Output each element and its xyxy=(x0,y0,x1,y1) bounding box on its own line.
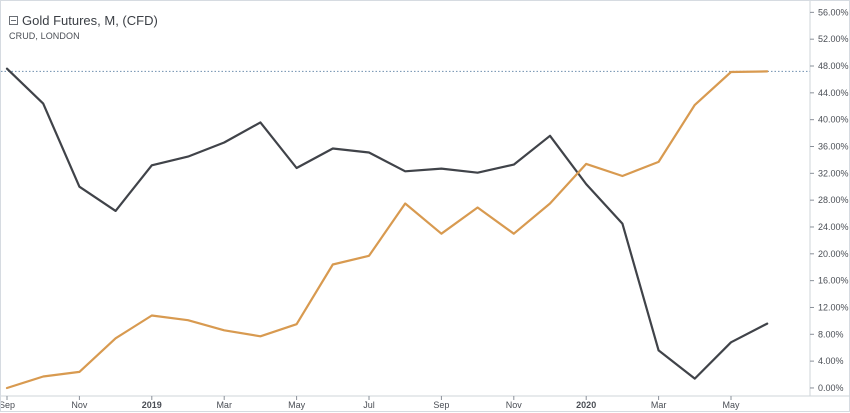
x-tick-label: May xyxy=(722,400,740,410)
x-tick-label: Mar xyxy=(216,400,232,410)
y-tick-label: 0.00% xyxy=(818,383,844,393)
y-tick-label: 12.00% xyxy=(818,302,849,312)
x-tick-label: Jul xyxy=(363,400,375,410)
y-tick-label: 44.00% xyxy=(818,88,849,98)
x-tick-label: 2020 xyxy=(576,400,596,410)
y-tick-label: 28.00% xyxy=(818,195,849,205)
x-tick-label: Sep xyxy=(433,400,449,410)
y-tick-label: 24.00% xyxy=(818,222,849,232)
chart-subtitle: CRUD, LONDON xyxy=(9,31,80,41)
y-tick-label: 20.00% xyxy=(818,249,849,259)
collapse-icon[interactable] xyxy=(9,16,18,25)
x-tick-label: Nov xyxy=(71,400,88,410)
y-tick-label: 8.00% xyxy=(818,329,844,339)
x-tick-label: 2019 xyxy=(142,400,162,410)
y-tick-label: 4.00% xyxy=(818,356,844,366)
y-tick-label: 48.00% xyxy=(818,61,849,71)
x-tick-label: May xyxy=(288,400,306,410)
x-tick-label: Mar xyxy=(651,400,667,410)
chart-title: Gold Futures, M, (CFD) xyxy=(22,13,158,28)
chart-header: Gold Futures, M, (CFD) xyxy=(9,13,158,28)
x-tick-label: Sep xyxy=(1,400,15,410)
y-tick-label: 36.00% xyxy=(818,141,849,151)
y-tick-label: 56.00% xyxy=(818,7,849,17)
series-line-1 xyxy=(5,67,769,380)
x-tick-label: Nov xyxy=(506,400,523,410)
y-tick-label: 32.00% xyxy=(818,168,849,178)
y-tick-label: 40.00% xyxy=(818,115,849,125)
y-tick-label: 52.00% xyxy=(818,34,849,44)
series-line-2 xyxy=(5,70,769,390)
y-tick-label: 16.00% xyxy=(818,276,849,286)
